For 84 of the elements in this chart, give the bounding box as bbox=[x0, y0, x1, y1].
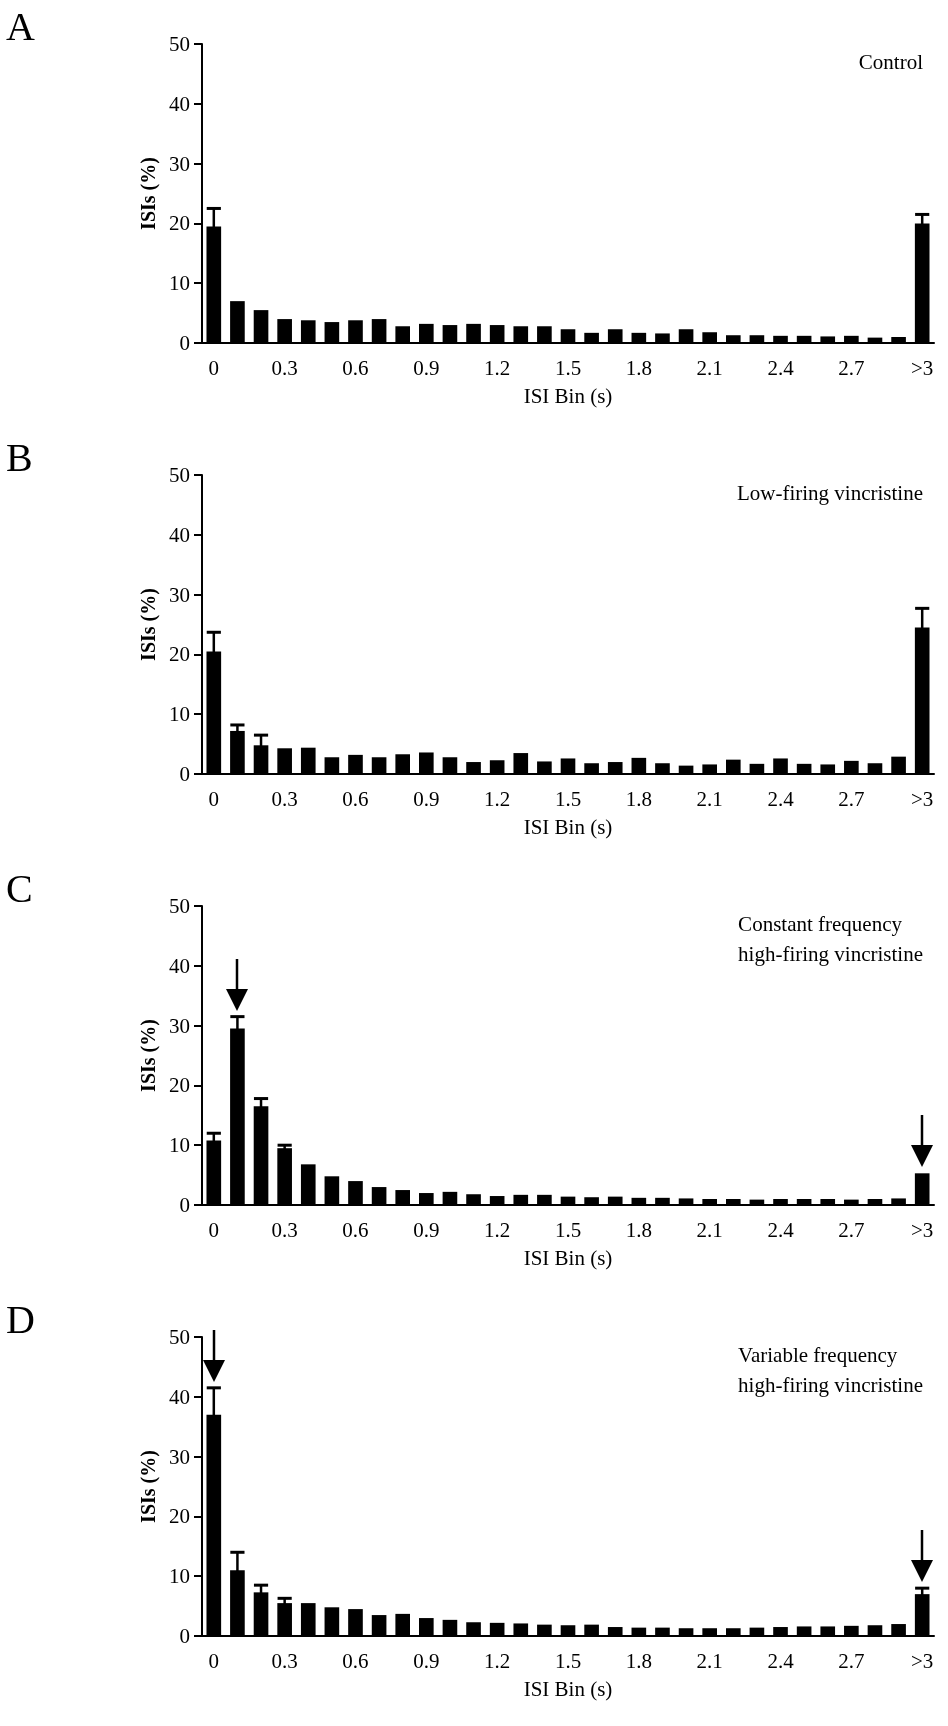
x-tick-label: 2.1 bbox=[696, 1217, 723, 1242]
y-tick-label: 50 bbox=[169, 463, 190, 487]
x-tick-label: 2.4 bbox=[767, 1217, 795, 1242]
x-tick-label: 2.1 bbox=[696, 1648, 723, 1673]
x-tick-label: 0 bbox=[208, 1648, 220, 1673]
x-tick-label: 2.4 bbox=[767, 786, 795, 811]
y-tick-label: 30 bbox=[169, 1013, 190, 1038]
x-tick-label: 1.5 bbox=[554, 786, 582, 811]
x-axis-title: ISI Bin (s) bbox=[523, 1245, 613, 1270]
x-tick-label: 0.9 bbox=[413, 1648, 440, 1673]
y-tick-label: 30 bbox=[169, 1444, 190, 1469]
y-tick-label: 50 bbox=[169, 32, 190, 56]
y-tick-label: 10 bbox=[169, 1133, 190, 1158]
y-axis-title: ISIs (%) bbox=[137, 157, 161, 230]
x-axis-title: ISI Bin (s) bbox=[523, 1676, 613, 1701]
x-tick-label: 1.8 bbox=[625, 355, 652, 380]
x-tick-label: 0.9 bbox=[413, 1217, 440, 1242]
y-tick-label: 20 bbox=[169, 1073, 190, 1098]
text: B bbox=[6, 434, 33, 480]
x-tick-label: 0.3 bbox=[271, 1217, 298, 1242]
y-tick-label: 30 bbox=[169, 151, 190, 176]
x-tick-label: 0.9 bbox=[413, 355, 440, 380]
chart-title: Low-firing vincristine bbox=[736, 481, 924, 505]
x-tick-label: 2.1 bbox=[696, 786, 723, 811]
x-tick-label: >3 bbox=[911, 355, 934, 380]
x-tick-label: 2.7 bbox=[838, 355, 865, 380]
y-tick-label: 50 bbox=[169, 1325, 190, 1349]
x-tick-label: 2.7 bbox=[838, 786, 865, 811]
x-tick-label: 1.5 bbox=[554, 355, 582, 380]
x-tick-label: 1.8 bbox=[625, 1217, 652, 1242]
x-tick-label: 0 bbox=[208, 355, 220, 380]
x-tick-label: 1.8 bbox=[625, 1648, 652, 1673]
x-tick-label: >3 bbox=[911, 1217, 934, 1242]
y-axis-title: ISIs (%) bbox=[137, 1019, 161, 1092]
y-tick-label: 40 bbox=[169, 91, 190, 116]
y-tick-label: 0 bbox=[179, 1624, 190, 1648]
x-tick-label: 1.2 bbox=[484, 786, 511, 811]
y-tick-label: 10 bbox=[169, 702, 190, 727]
text: D bbox=[6, 1296, 35, 1342]
text: C bbox=[6, 865, 33, 911]
y-tick-label: 40 bbox=[169, 522, 190, 547]
x-tick-label: 1.2 bbox=[484, 355, 511, 380]
chart-title: Control bbox=[858, 50, 924, 74]
y-tick-label: 50 bbox=[169, 894, 190, 918]
x-tick-label: 2.4 bbox=[767, 355, 795, 380]
x-tick-label: 0.6 bbox=[342, 786, 369, 811]
x-tick-label: 1.2 bbox=[484, 1648, 511, 1673]
x-tick-label: 1.5 bbox=[554, 1217, 582, 1242]
x-tick-label: 2.1 bbox=[696, 355, 723, 380]
y-tick-label: 30 bbox=[169, 582, 190, 607]
y-tick-label: 0 bbox=[179, 1193, 190, 1217]
x-tick-label: 0.3 bbox=[271, 355, 298, 380]
x-tick-label: 0.9 bbox=[413, 786, 440, 811]
x-axis-title: ISI Bin (s) bbox=[523, 383, 613, 408]
x-tick-label: 0 bbox=[208, 786, 220, 811]
text: Constant frequency high-firing vincristine bbox=[738, 912, 924, 966]
x-tick-label: 0 bbox=[208, 1217, 220, 1242]
x-tick-label: 0.6 bbox=[342, 1217, 369, 1242]
x-tick-label: 1.8 bbox=[625, 786, 652, 811]
x-tick-label: 2.4 bbox=[767, 1648, 795, 1673]
x-tick-label: >3 bbox=[911, 1648, 934, 1673]
y-tick-label: 20 bbox=[169, 1504, 190, 1529]
text: A bbox=[6, 3, 35, 49]
y-tick-label: 10 bbox=[169, 1564, 190, 1589]
x-tick-label: 0.3 bbox=[271, 786, 298, 811]
y-tick-label: 0 bbox=[179, 762, 190, 786]
x-tick-label: 1.2 bbox=[484, 1217, 511, 1242]
y-tick-label: 40 bbox=[169, 953, 190, 978]
x-tick-label: 2.7 bbox=[838, 1648, 865, 1673]
x-tick-label: 0.6 bbox=[342, 1648, 369, 1673]
y-tick-label: 20 bbox=[169, 211, 190, 236]
x-tick-label: >3 bbox=[911, 786, 934, 811]
x-tick-label: 2.7 bbox=[838, 1217, 865, 1242]
y-tick-label: 20 bbox=[169, 642, 190, 667]
x-tick-label: 1.5 bbox=[554, 1648, 582, 1673]
y-axis-title: ISIs (%) bbox=[137, 1450, 161, 1523]
x-axis-title: ISI Bin (s) bbox=[523, 814, 613, 839]
y-axis-title: ISIs (%) bbox=[137, 588, 161, 661]
y-tick-label: 10 bbox=[169, 271, 190, 296]
x-tick-label: 0.3 bbox=[271, 1648, 298, 1673]
y-tick-label: 0 bbox=[179, 331, 190, 355]
y-tick-label: 40 bbox=[169, 1384, 190, 1409]
text: Variable frequency high-firing vincristine bbox=[738, 1343, 924, 1397]
x-tick-label: 0.6 bbox=[342, 355, 369, 380]
